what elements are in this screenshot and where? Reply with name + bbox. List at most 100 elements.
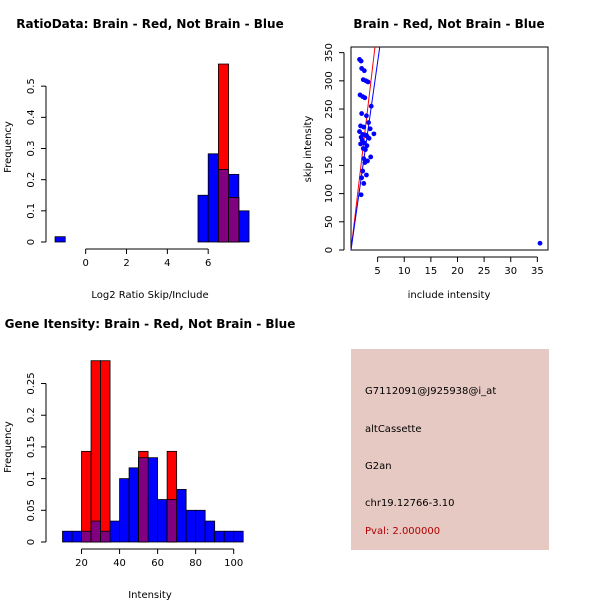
bar-overlap [228, 197, 240, 243]
y-tick-label: 250 [324, 99, 335, 118]
y-tick-label: 100 [324, 184, 335, 203]
y-tick-label: 0.5 [26, 78, 37, 94]
bar-not-brain [233, 530, 244, 543]
x-tick-label: 25 [478, 266, 491, 277]
event-type: altCassette [365, 424, 422, 435]
ratio-histogram-title: RatioData: Brain - Red, Not Brain - Blue [16, 17, 283, 31]
bar-not-brain [54, 236, 66, 243]
y-tick-label: 0.15 [26, 436, 37, 458]
p-value: Pval: 2.000000 [365, 526, 441, 537]
x-tick-label: 5 [374, 266, 380, 277]
scatter-point [358, 141, 363, 147]
intensity-scatter: Brain - Red, Not Brain - Blue include in… [303, 17, 549, 301]
x-tick-label: 100 [224, 558, 243, 569]
scatter-point [368, 154, 374, 160]
scatter-point [362, 160, 368, 165]
x-tick-label: 60 [151, 558, 164, 569]
x-tick-label: 10 [398, 266, 411, 277]
bar-not-brain [197, 194, 209, 243]
x-tick-label: 15 [424, 266, 437, 277]
scatter-point [359, 111, 365, 116]
ratio-histogram-ylabel: Frequency [3, 121, 14, 173]
bar-overlap [81, 530, 92, 543]
bar-overlap [90, 520, 101, 543]
bar-not-brain [214, 530, 225, 543]
x-tick-label: 2 [123, 258, 129, 269]
y-tick-label: 0.05 [26, 499, 37, 521]
scatter-point [365, 79, 371, 85]
probe-id: G7112091@J925938@i_at [365, 386, 497, 397]
y-tick-label: 50 [324, 215, 335, 228]
y-tick-label: 200 [324, 128, 335, 147]
scatter-point [364, 143, 370, 149]
y-tick-label: 0.3 [26, 141, 37, 157]
bar-brain [90, 360, 101, 543]
scatter-point [364, 113, 369, 119]
bar-not-brain [109, 520, 120, 543]
scatter-point [361, 156, 367, 162]
scatter-plot-frame [350, 46, 549, 251]
scatter-point [357, 92, 363, 98]
x-tick-label: 20 [75, 558, 88, 569]
bar-not-brain [176, 488, 187, 543]
bar-brain [100, 360, 111, 543]
scatter-point [361, 181, 367, 186]
y-tick-label: 0.1 [26, 471, 37, 487]
gene-intensity-histogram: Gene Itensity: Brain - Red, Not Brain - … [3, 317, 295, 600]
x-tick-label: 40 [113, 558, 126, 569]
bar-not-brain [147, 457, 159, 543]
scatter-point [357, 129, 362, 134]
bar-not-brain [157, 499, 168, 543]
scatter-point [361, 124, 367, 130]
gene-intensity-ylabel: Frequency [3, 421, 14, 473]
ratio-histogram-xlabel: Log2 Ratio Skip/Include [91, 290, 208, 301]
gene-name: G2an [365, 461, 392, 472]
bar-overlap [218, 168, 230, 243]
x-tick-label: 0 [82, 258, 88, 269]
ratio-histogram: RatioData: Brain - Red, Not Brain - Blue… [3, 17, 284, 301]
scatter-point [358, 58, 364, 64]
scatter-point [358, 192, 364, 198]
bar-not-brain [62, 530, 73, 543]
y-tick-label: 0 [324, 247, 335, 253]
x-tick-label: 4 [164, 258, 170, 269]
y-tick-label: 0.2 [26, 172, 37, 188]
scatter-point [366, 120, 371, 125]
info-panel: G7112091@J925938@i_at altCassette G2an c… [351, 349, 549, 550]
bar-not-brain [128, 467, 139, 543]
scatter-point [537, 240, 543, 246]
scatter-point [367, 126, 373, 132]
scatter-xlabel: include intensity [408, 290, 491, 301]
scatter-point [364, 172, 369, 178]
bar-overlap [138, 457, 149, 543]
y-tick-label: 150 [324, 156, 335, 175]
scatter-point [360, 168, 366, 174]
bar-not-brain [223, 530, 235, 543]
y-tick-label: 0.4 [26, 109, 37, 125]
scatter-point [368, 103, 374, 109]
scatter-point [371, 131, 377, 137]
y-tick-label: 300 [324, 71, 335, 90]
bar-not-brain [119, 478, 130, 543]
y-tick-label: 0 [26, 539, 37, 545]
scatter-title: Brain - Red, Not Brain - Blue [353, 17, 544, 31]
y-tick-label: 0.25 [26, 372, 37, 394]
scatter-ylabel: skip intensity [303, 116, 314, 183]
bar-not-brain [71, 530, 82, 543]
scatter-point [361, 68, 367, 74]
y-tick-label: 0 [26, 239, 37, 245]
bar-overlap [166, 499, 178, 543]
x-tick-label: 35 [531, 266, 544, 277]
scatter-point [366, 135, 372, 141]
gene-intensity-xlabel: Intensity [128, 590, 172, 600]
bar-brain [81, 450, 92, 543]
bar-overlap [100, 530, 111, 543]
bar-not-brain [207, 153, 219, 243]
x-tick-label: 20 [451, 266, 464, 277]
bar-not-brain [238, 210, 250, 243]
bar-not-brain [195, 509, 206, 543]
scatter-point [359, 175, 365, 181]
scatter-point [362, 147, 368, 153]
y-tick-label: 0.1 [26, 203, 37, 219]
